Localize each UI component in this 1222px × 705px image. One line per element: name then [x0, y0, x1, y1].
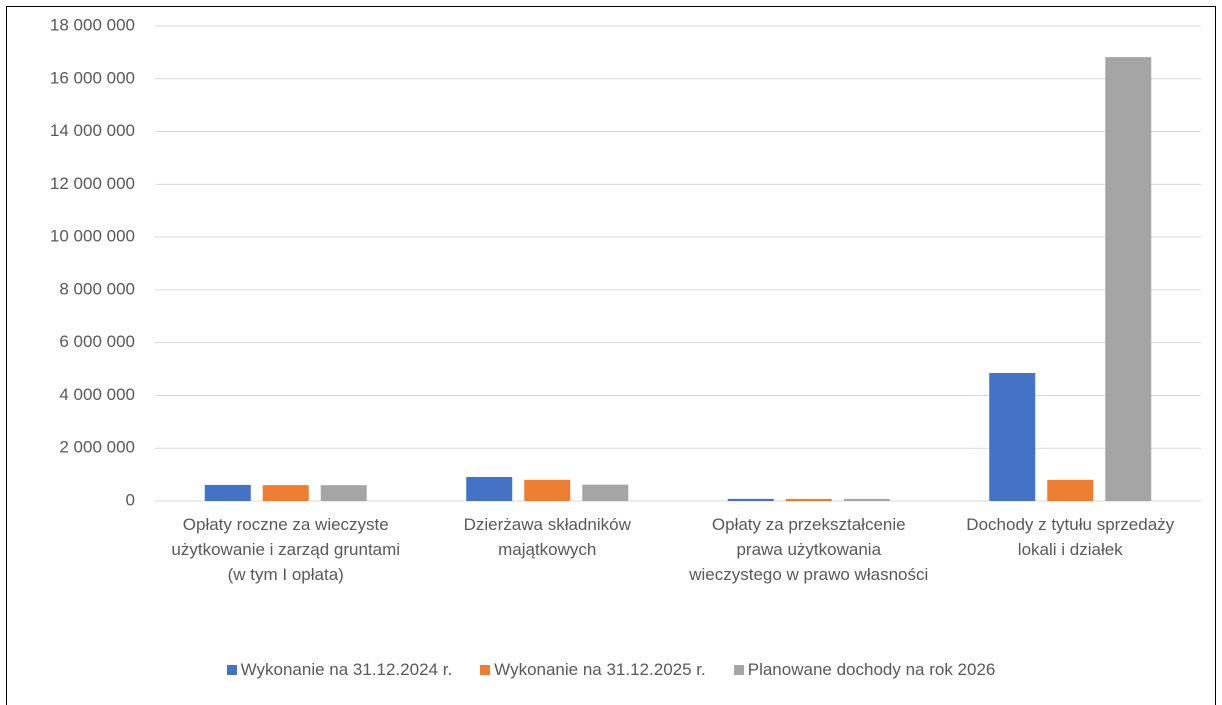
legend-item: Wykonanie na 31.12.2024 r. — [226, 660, 453, 680]
y-tick-label: 10 000 000 — [50, 227, 135, 246]
bar — [524, 479, 571, 501]
bar — [843, 498, 890, 501]
y-tick-label: 12 000 000 — [50, 174, 135, 193]
y-tick-label: 6 000 000 — [59, 332, 135, 351]
bar — [785, 498, 832, 501]
bar — [1105, 57, 1152, 502]
y-tick-label: 16 000 000 — [50, 68, 135, 87]
x-tick-label: Opłaty za przekształcenie prawa użytkowa… — [689, 515, 929, 584]
bar — [466, 476, 513, 501]
y-tick-label: 18 000 000 — [50, 15, 135, 34]
y-tick-label: 0 — [126, 490, 135, 509]
x-tick-label: Dzierżawa składników majątkowych — [463, 515, 631, 559]
legend-label: Planowane dochody na rok 2026 — [747, 660, 996, 679]
y-tick-label: 8 000 000 — [59, 279, 135, 298]
bar — [1047, 479, 1094, 501]
x-tick-label: Dochody z tytułu sprzedaży lokali i dzia… — [966, 515, 1175, 559]
y-tick-label: 4 000 000 — [59, 385, 135, 404]
legend-swatch — [733, 665, 744, 675]
bar — [262, 485, 309, 501]
legend-swatch — [226, 665, 237, 675]
bar — [727, 498, 774, 501]
bar — [989, 373, 1036, 501]
bar — [320, 485, 367, 501]
legend-label: Wykonanie na 31.12.2025 r. — [494, 660, 706, 679]
y-tick-label: 2 000 000 — [59, 438, 135, 457]
bar — [204, 484, 251, 501]
legend: Wykonanie na 31.12.2024 r. Wykonanie na 3… — [0, 660, 1222, 680]
legend-label: Wykonanie na 31.12.2024 r. — [240, 660, 453, 679]
legend-swatch — [480, 665, 491, 675]
legend-item: Planowane dochody na rok 2026 — [733, 660, 996, 680]
legend-item: Wykonanie na 31.12.2025 r. — [480, 660, 706, 680]
frame — [6, 6, 1216, 705]
y-tick-label: 14 000 000 — [50, 121, 135, 140]
x-tick-label: Opłaty roczne za wieczyste użytkowanie i… — [171, 515, 401, 584]
bar — [582, 484, 629, 501]
